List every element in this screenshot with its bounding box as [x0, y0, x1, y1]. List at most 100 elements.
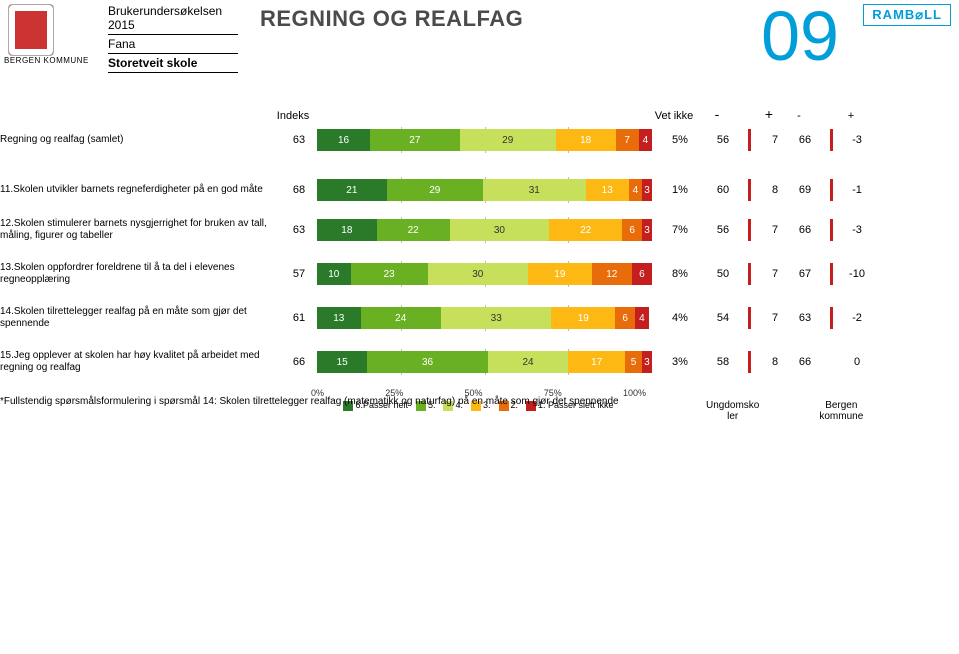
tick-icon — [820, 129, 842, 151]
col-indeks: Indeks — [275, 110, 311, 122]
seg-6: 16 — [317, 129, 370, 151]
col-plus-2: + — [836, 110, 866, 122]
stacked-bar: 1822302263 — [317, 219, 652, 241]
col-minus-1: - — [702, 106, 732, 122]
seg-6: 21 — [317, 179, 387, 201]
tick-icon — [738, 307, 760, 329]
ramboll-logo: RAMB⌀LL — [863, 4, 951, 26]
vet-ikke-value: 3% — [652, 356, 708, 368]
chart-rows: Regning og realfag (samlet)6316272918745… — [0, 122, 959, 384]
seg-3: 18 — [556, 129, 616, 151]
seg-6: 13 — [317, 307, 361, 329]
stacked-bar: 1627291874 — [317, 129, 652, 151]
cmp1-minus: 50 — [708, 268, 738, 280]
stacked-bar: 1536241753 — [317, 351, 652, 373]
seg-4: 33 — [441, 307, 552, 329]
seg-5: 23 — [351, 263, 428, 285]
seg-4: 30 — [428, 263, 529, 285]
row-label: 14.Skolen tilrettelegger realfag på en m… — [0, 306, 281, 331]
cmp2-minus: 63 — [790, 312, 820, 324]
page-number: 09 — [761, 0, 839, 76]
row-indeks: 63 — [281, 224, 317, 236]
page-header: BERGEN KOMMUNE Brukerundersøkelsen 2015 … — [0, 0, 959, 70]
seg-4: 31 — [483, 179, 586, 201]
vet-ikke-value: 8% — [652, 268, 708, 280]
chart-row: 12.Skolen stimulerer barnets nysgjerrigh… — [0, 208, 959, 252]
cmp2-minus: 66 — [790, 224, 820, 236]
seg-2: 6 — [622, 219, 642, 241]
seg-2: 7 — [616, 129, 639, 151]
cmp2-plus: -3 — [842, 224, 872, 236]
survey-name: Brukerundersøkelsen 2015 — [108, 4, 238, 35]
cmp1-minus: 56 — [708, 134, 738, 146]
tick-icon — [738, 351, 760, 373]
cmp2-plus: 0 — [842, 356, 872, 368]
seg-1: 4 — [635, 307, 648, 329]
cmp1-minus: 58 — [708, 356, 738, 368]
cmp1-minus: 60 — [708, 184, 738, 196]
seg-1: 3 — [642, 179, 652, 201]
seg-2: 12 — [592, 263, 632, 285]
cmp2-plus: -2 — [842, 312, 872, 324]
cmp1-plus: 7 — [760, 224, 790, 236]
cmp2-plus: -10 — [842, 268, 872, 280]
chart-row: 14.Skolen tilrettelegger realfag på en m… — [0, 296, 959, 340]
vet-ikke-value: 4% — [652, 312, 708, 324]
footnote: *Fullstendig spørsmålsformulering i spør… — [0, 396, 619, 407]
cmp1-minus: 56 — [708, 224, 738, 236]
row-label: 15.Jeg opplever at skolen har høy kvalit… — [0, 350, 281, 375]
seg-3: 22 — [549, 219, 622, 241]
cmp-label-2: Bergenkommune — [819, 400, 863, 422]
seg-1: 4 — [639, 129, 652, 151]
cmp-label-1: Ungdomskoler — [706, 400, 759, 422]
school-name: Storetveit skole — [108, 56, 238, 73]
seg-2: 6 — [615, 307, 635, 329]
stacked-bar: 1324331964 — [317, 307, 652, 329]
cmp2-plus: -1 — [842, 184, 872, 196]
chart-row: 15.Jeg opplever at skolen har høy kvalit… — [0, 340, 959, 384]
seg-3: 17 — [568, 351, 625, 373]
row-indeks: 66 — [281, 356, 317, 368]
cmp1-plus: 8 — [760, 184, 790, 196]
cmp2-minus: 66 — [790, 356, 820, 368]
header-meta: Brukerundersøkelsen 2015 Fana Storetveit… — [108, 4, 238, 73]
cmp1-minus: 54 — [708, 312, 738, 324]
cmp2-minus: 69 — [790, 184, 820, 196]
axis-tick: 100% — [623, 388, 646, 398]
seg-5: 29 — [387, 179, 483, 201]
row-label: Regning og realfag (samlet) — [0, 134, 281, 147]
cmp1-plus: 7 — [760, 312, 790, 324]
cmp1-plus: 7 — [760, 268, 790, 280]
seg-6: 10 — [317, 263, 351, 285]
seg-2: 4 — [629, 179, 642, 201]
seg-5: 27 — [370, 129, 460, 151]
row-indeks: 57 — [281, 268, 317, 280]
seg-5: 24 — [361, 307, 441, 329]
vet-ikke-value: 5% — [652, 134, 708, 146]
vet-ikke-value: 7% — [652, 224, 708, 236]
tick-icon — [738, 219, 760, 241]
chart-row: 11.Skolen utvikler barnets regneferdighe… — [0, 172, 959, 208]
tick-icon — [738, 263, 760, 285]
tick-icon — [820, 307, 842, 329]
seg-4: 24 — [488, 351, 568, 373]
row-indeks: 63 — [281, 134, 317, 146]
row-label: 12.Skolen stimulerer barnets nysgjerrigh… — [0, 218, 281, 243]
chart-row: 13.Skolen oppfordrer foreldrene til å ta… — [0, 252, 959, 296]
chart-row: Regning og realfag (samlet)6316272918745… — [0, 122, 959, 158]
row-indeks: 61 — [281, 312, 317, 324]
seg-3: 13 — [586, 179, 629, 201]
chart-area: Indeks Vet ikke - + - + Regning og realf… — [0, 100, 959, 422]
col-plus-1: + — [754, 106, 784, 122]
row-indeks: 68 — [281, 184, 317, 196]
seg-3: 19 — [528, 263, 592, 285]
cmp2-minus: 66 — [790, 134, 820, 146]
cmp1-plus: 7 — [760, 134, 790, 146]
col-minus-2: - — [784, 110, 814, 122]
cmp2-plus: -3 — [842, 134, 872, 146]
bergen-logo-icon — [8, 4, 54, 56]
tick-icon — [820, 179, 842, 201]
row-label: 13.Skolen oppfordrer foreldrene til å ta… — [0, 262, 281, 287]
stacked-bar: 10233019126 — [317, 263, 652, 285]
seg-3: 19 — [551, 307, 615, 329]
